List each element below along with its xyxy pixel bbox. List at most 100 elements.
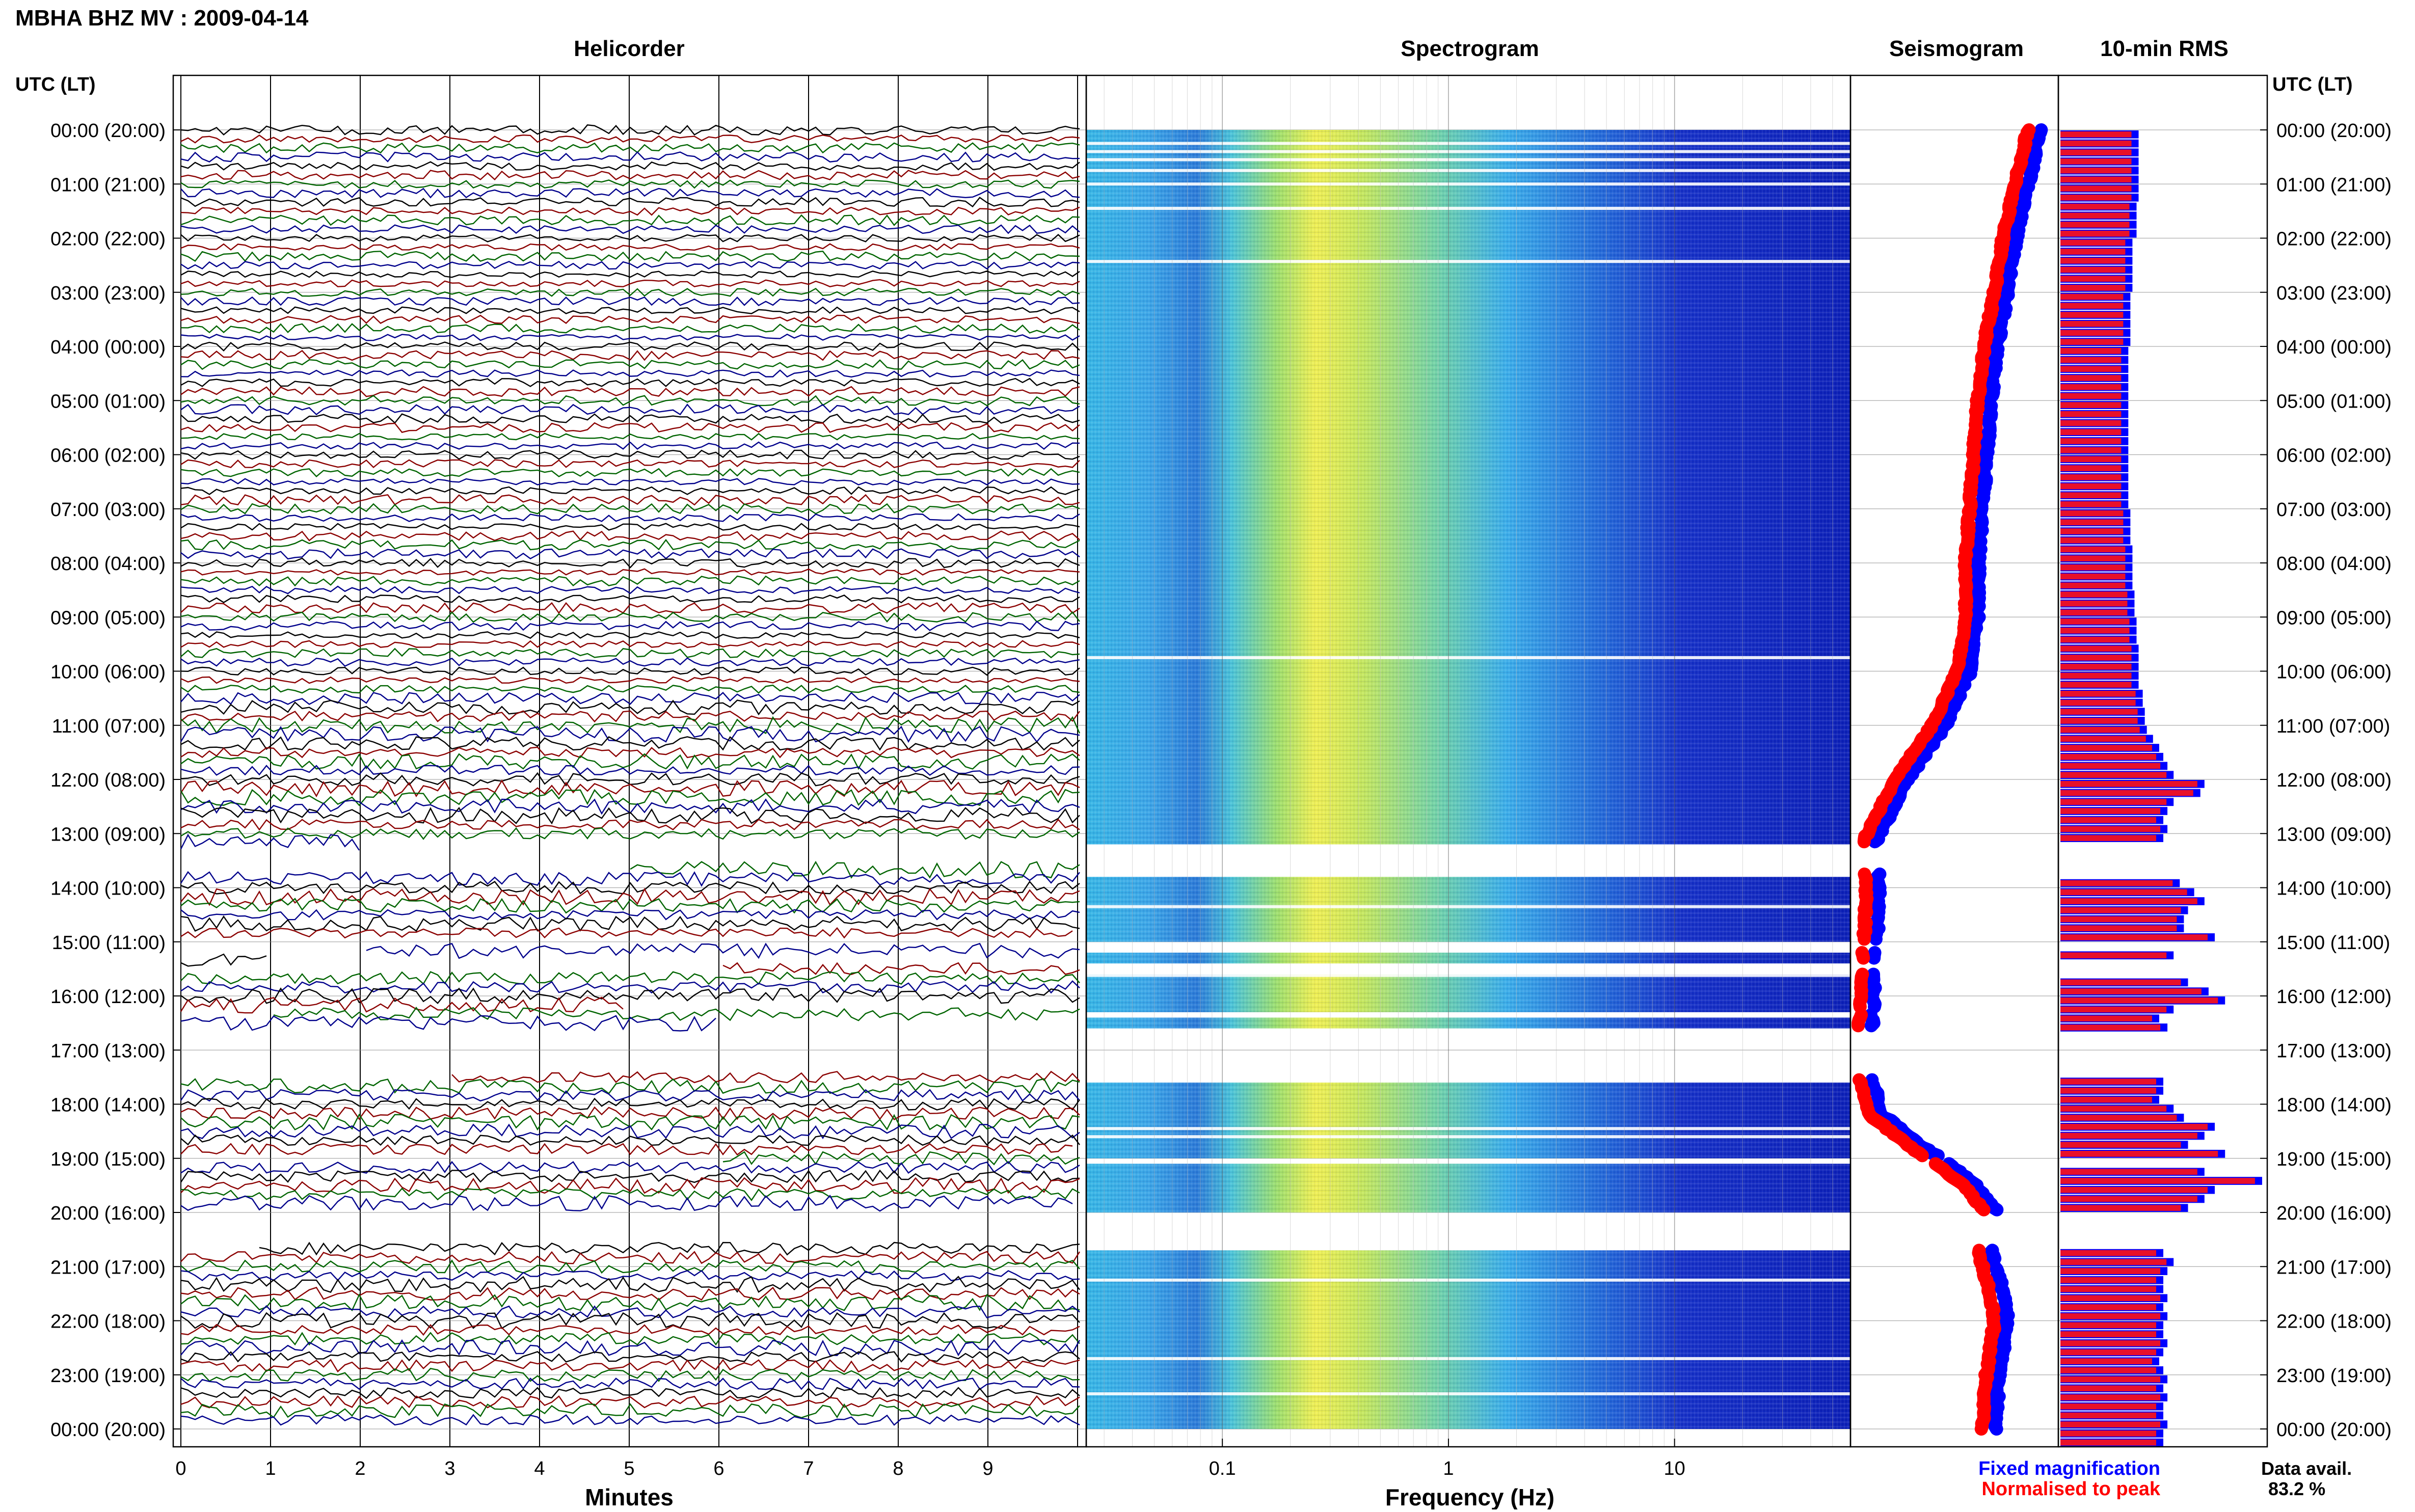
time-label-right: 14:00 (10:00) xyxy=(2276,878,2392,900)
helicorder-trace-line xyxy=(180,765,1080,776)
helicorder-trace-line xyxy=(180,187,1080,199)
rms-bar-normalised xyxy=(2060,763,2161,769)
right-axis-header: UTC (LT) xyxy=(2272,74,2353,95)
helicorder-trace-line xyxy=(180,468,1080,477)
seismogram-title: Seismogram xyxy=(1889,36,2024,61)
rms-bar-normalised xyxy=(2060,203,2130,210)
helicorder-trace-line xyxy=(180,575,1080,587)
rms-bar-normalised xyxy=(2060,1115,2177,1121)
seismogram-normalised-trace xyxy=(1853,967,1869,1014)
spectrogram-dropout xyxy=(1086,182,1850,186)
x-axis-ticks: 0 1 2 3 4 5 6 7 8 9 0.1 1 10 xyxy=(175,1439,1685,1479)
time-label-right: 23:00 (19:00) xyxy=(2276,1365,2392,1387)
helicorder-trace-line xyxy=(180,548,1080,560)
rms-bar-normalised xyxy=(2060,1006,2167,1013)
data-availability-label: Data avail. xyxy=(2261,1458,2352,1479)
rms-bar-normalised xyxy=(2060,979,2181,986)
helicorder-trace-line xyxy=(180,647,1080,659)
time-label-right: 13:00 (09:00) xyxy=(2276,824,2392,845)
helicorder-trace-line xyxy=(180,1160,1080,1174)
panel-frame xyxy=(1849,74,2059,1448)
helicorder-trace-line xyxy=(180,699,1080,716)
time-label-right: 02:00 (22:00) xyxy=(2276,229,2392,250)
rms-bar-normalised xyxy=(2060,375,2122,381)
helicorder-trace-line xyxy=(180,288,1080,297)
time-label-left: 09:00 (05:00) xyxy=(50,607,166,629)
legend-normalised-to-peak: Normalised to peak xyxy=(1981,1478,2160,1500)
rms-bar-normalised xyxy=(2060,474,2122,480)
rms-bar-normalised xyxy=(2060,582,2126,589)
rms-bar-normalised xyxy=(2060,420,2122,426)
time-label-left: 05:00 (01:00) xyxy=(50,391,166,412)
time-label-left: 22:00 (18:00) xyxy=(50,1311,166,1333)
time-label-right: 04:00 (00:00) xyxy=(2276,337,2392,358)
helicorder-trace-line xyxy=(259,1241,1080,1256)
time-label-left: 00:00 (20:00) xyxy=(50,1419,166,1441)
seismogram-normalised-trace xyxy=(1857,123,2036,849)
seismogram-fixed-trace xyxy=(1868,123,2048,849)
time-label-left: 08:00 (04:00) xyxy=(50,553,166,575)
helicorder-x-tick-label: 5 xyxy=(624,1458,634,1479)
rms-bar-normalised xyxy=(2060,483,2122,490)
legend-fixed-magnification: Fixed magnification xyxy=(1978,1458,2160,1479)
helicorder-x-tick-label: 9 xyxy=(982,1458,993,1479)
helicorder-trace-line xyxy=(180,142,1080,154)
helicorder-trace-line xyxy=(180,620,1080,631)
rms-bar-normalised xyxy=(2060,1105,2167,1112)
rms-bar-normalised xyxy=(2060,429,2122,436)
rms-bar-normalised xyxy=(2060,655,2132,661)
rms-bar-normalised xyxy=(2060,1286,2156,1292)
rms-bar-normalised xyxy=(2060,447,2122,453)
time-label-right: 20:00 (16:00) xyxy=(2276,1203,2392,1224)
rms-bar-normalised xyxy=(2060,1142,2181,1148)
rms-bar-normalised xyxy=(2060,320,2124,327)
helicorder-x-tick-label: 6 xyxy=(713,1458,724,1479)
helicorder-title: Helicorder xyxy=(574,36,685,61)
spectrogram-title: Spectrogram xyxy=(1401,36,1539,61)
rms-bar-normalised xyxy=(2060,1151,2218,1157)
helicorder-trace-line xyxy=(366,942,1080,959)
helicorder-trace-line xyxy=(180,422,1080,433)
helicorder-trace-line xyxy=(180,1403,1080,1419)
rms-bar-normalised xyxy=(2060,185,2132,192)
helicorder-trace-line xyxy=(180,359,1080,370)
rms-bar-normalised xyxy=(2060,303,2124,309)
helicorder-traces xyxy=(180,124,1081,1426)
time-label-left: 11:00 (07:00) xyxy=(52,716,166,737)
helicorder-trace-line xyxy=(180,1078,1080,1095)
helicorder-trace-line xyxy=(180,657,1080,667)
helicorder-trace-line xyxy=(180,161,1080,171)
time-label-left: 17:00 (13:00) xyxy=(50,1040,166,1062)
helicorder-trace-line xyxy=(180,251,1080,262)
helicorder-trace-line xyxy=(180,433,1080,441)
helicorder-trace-line xyxy=(180,1414,1080,1426)
rms-bar-normalised xyxy=(2060,1096,2152,1103)
time-label-right: 22:00 (18:00) xyxy=(2276,1311,2392,1333)
helicorder-trace-line xyxy=(180,296,1080,306)
helicorder-trace-line xyxy=(180,1251,1081,1264)
helicorder-trace-line xyxy=(180,602,1080,614)
rms-bar-normalised xyxy=(2060,672,2132,679)
rms-bar-normalised xyxy=(2060,1259,2167,1265)
rms-bar-normalised xyxy=(2060,699,2136,706)
rms-bar-normalised xyxy=(2060,1205,2181,1211)
time-label-right: 01:00 (21:00) xyxy=(2276,174,2392,196)
rms-bar-normalised xyxy=(2060,1412,2156,1419)
time-label-left: 02:00 (22:00) xyxy=(50,229,166,250)
helicorder-trace-line xyxy=(180,898,1080,914)
rms-bar-normalised xyxy=(2060,1169,2197,1175)
rms-bar-normalised xyxy=(2060,537,2124,544)
helicorder-trace-line xyxy=(180,233,1080,242)
spectrogram-dropout xyxy=(1086,1127,1850,1130)
helicorder-trace-line xyxy=(180,806,1080,825)
spectrogram-dropout xyxy=(1086,169,1850,172)
time-label-right: 16:00 (12:00) xyxy=(2276,986,2392,1008)
seismogram-panel xyxy=(1852,123,2048,1436)
rms-bar-normalised xyxy=(2060,1322,2156,1329)
time-label-left: 03:00 (23:00) xyxy=(50,283,166,304)
spectrogram-texture xyxy=(1086,953,1850,964)
rms-bar-normalised xyxy=(2060,907,2181,913)
rms-bar-normalised xyxy=(2060,1376,2161,1383)
rms-bar-normalised xyxy=(2060,772,2167,778)
